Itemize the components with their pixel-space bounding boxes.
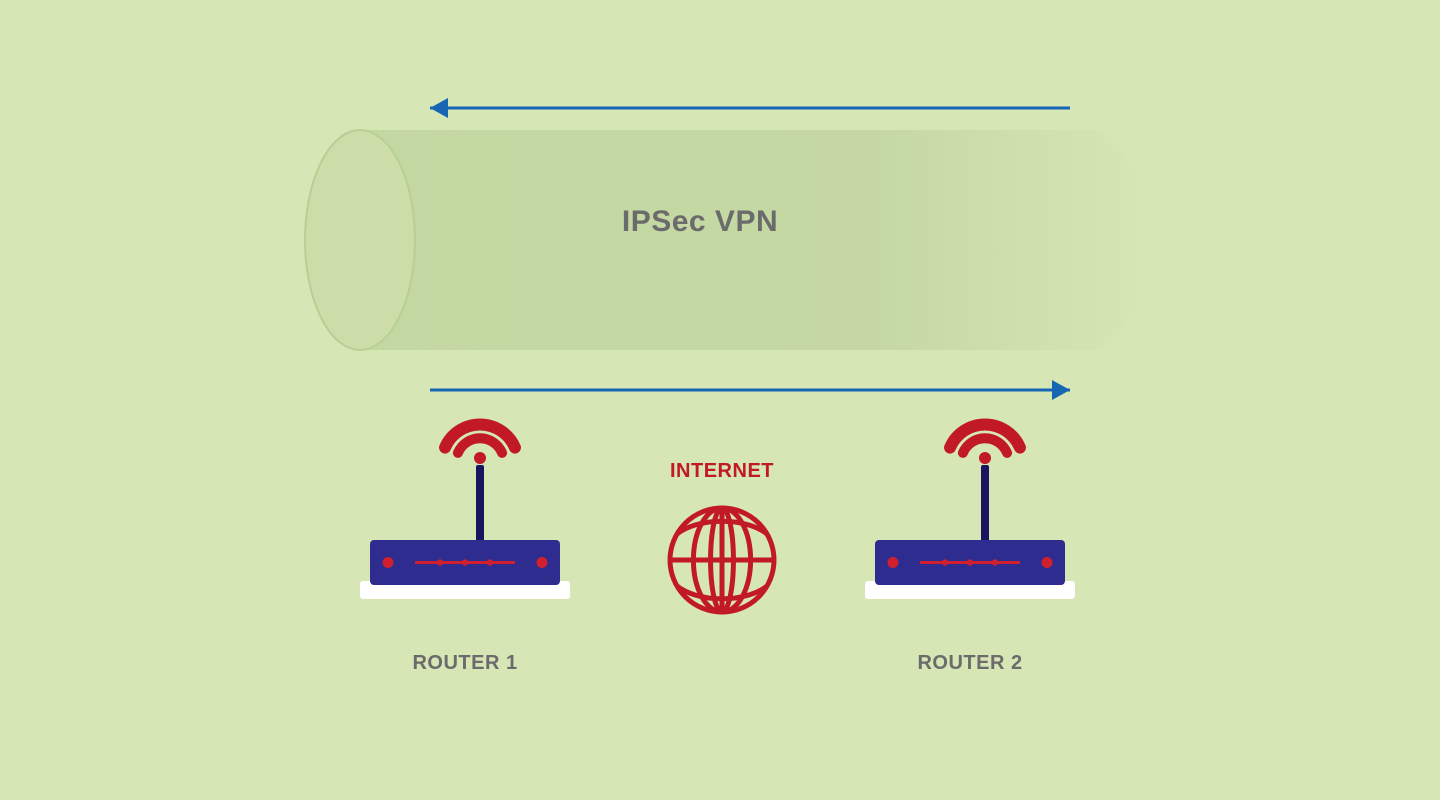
router-1-icon (360, 424, 570, 599)
arrow-bottom (430, 380, 1070, 400)
diagram-canvas: IPSec VPN INTERNET ROUTER 1 ROUTER 2 (0, 0, 1440, 800)
globe-icon (670, 508, 774, 612)
router-2-label: ROUTER 2 (770, 652, 1170, 675)
diagram-svg (0, 0, 1440, 800)
router-1-label: ROUTER 1 (265, 652, 665, 675)
vpn-tunnel-label: IPSec VPN (500, 205, 900, 239)
arrow-top (430, 98, 1070, 118)
vpn-tunnel (305, 130, 1145, 350)
internet-label: INTERNET (522, 460, 922, 483)
router-2-icon (865, 424, 1075, 599)
